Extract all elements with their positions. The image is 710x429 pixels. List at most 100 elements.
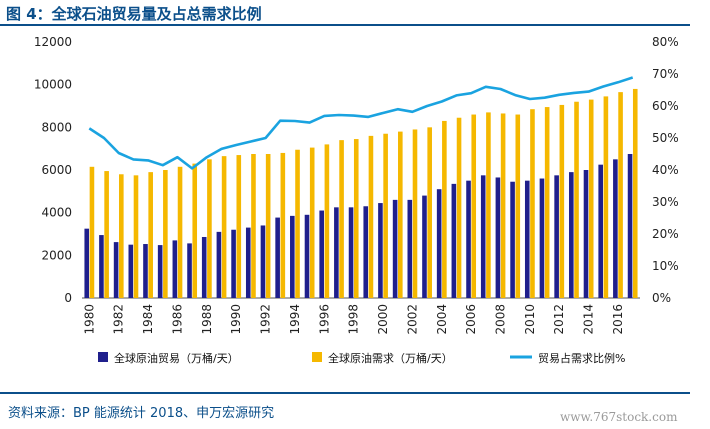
trade-bar bbox=[201, 236, 207, 298]
demand-bar bbox=[119, 174, 124, 298]
x-tick-label: 1990 bbox=[229, 304, 243, 335]
y-left-tick-label: 4000 bbox=[41, 206, 72, 220]
trade-bar bbox=[539, 178, 545, 298]
demand-bar bbox=[133, 175, 139, 298]
demand-bar bbox=[251, 154, 256, 298]
chart-legend: 全球原油贸易（万桶/天） 全球原油需求（万桶/天） 贸易占需求比例% bbox=[98, 351, 625, 365]
y-right-tick-label: 70% bbox=[652, 67, 679, 81]
ratio-line-series bbox=[88, 76, 634, 170]
demand-bar bbox=[427, 127, 432, 298]
trade-bar bbox=[407, 199, 413, 298]
demand-bar bbox=[324, 144, 330, 298]
demand-bar bbox=[236, 155, 242, 298]
demand-bar bbox=[486, 112, 491, 299]
x-tick-label: 2014 bbox=[582, 304, 596, 335]
trade-bar bbox=[290, 215, 295, 298]
trade-bar bbox=[245, 227, 251, 298]
x-tick-label: 1998 bbox=[347, 304, 361, 335]
x-tick-label: 1996 bbox=[317, 304, 331, 335]
trade-bar bbox=[157, 245, 163, 298]
trade-bar bbox=[363, 206, 369, 298]
demand-bar bbox=[295, 149, 300, 298]
demand-bar bbox=[383, 133, 388, 298]
x-tick-label: 2002 bbox=[405, 304, 419, 335]
trade-bar bbox=[143, 244, 148, 298]
y-left-tick-label: 12000 bbox=[34, 35, 72, 49]
x-tick-label: 1994 bbox=[288, 304, 302, 335]
demand-bar bbox=[309, 147, 315, 298]
x-tick-label: 1980 bbox=[82, 304, 96, 335]
demand-bar bbox=[398, 131, 403, 298]
trade-bar bbox=[524, 180, 530, 298]
demand-bar bbox=[515, 114, 521, 299]
trade-bar bbox=[187, 243, 192, 298]
legend-swatch-demand bbox=[312, 352, 322, 362]
trade-bar bbox=[554, 175, 559, 298]
figure-title: 图 4：全球石油贸易量及占总需求比例 bbox=[6, 5, 262, 23]
y-right-tick-label: 50% bbox=[652, 131, 679, 145]
trade-bar bbox=[128, 244, 134, 298]
ratio-line bbox=[88, 76, 634, 170]
y-right-tick-label: 80% bbox=[652, 35, 679, 49]
y-right-tick-label: 20% bbox=[652, 227, 679, 241]
demand-bar bbox=[559, 104, 565, 298]
y-left-tick-label: 8000 bbox=[41, 120, 72, 134]
trade-bar-series bbox=[84, 154, 633, 298]
trade-bar bbox=[319, 210, 324, 298]
trade-bar bbox=[275, 217, 280, 298]
trade-bar bbox=[480, 175, 486, 298]
y-left-tick-label: 2000 bbox=[41, 248, 72, 262]
trade-bar bbox=[422, 195, 427, 298]
demand-bar bbox=[412, 129, 418, 298]
demand-bar bbox=[280, 152, 286, 298]
source-divider bbox=[0, 392, 690, 394]
x-tick-label: 2010 bbox=[523, 304, 537, 335]
demand-bar bbox=[89, 166, 95, 298]
trade-bar bbox=[172, 240, 178, 298]
trade-bar bbox=[304, 214, 310, 298]
x-tick-label: 2016 bbox=[611, 304, 625, 335]
demand-bar bbox=[471, 114, 477, 299]
y-right-tick-label: 30% bbox=[652, 195, 679, 209]
x-tick-label: 2006 bbox=[464, 304, 478, 335]
watermark: www.767stock.com bbox=[560, 410, 678, 424]
demand-bar bbox=[544, 107, 550, 298]
trade-bar bbox=[113, 242, 119, 298]
demand-bar bbox=[221, 156, 227, 298]
y-left-tick-label: 6000 bbox=[41, 163, 72, 177]
trade-bar bbox=[348, 207, 354, 298]
y-right-tick-label: 40% bbox=[652, 163, 679, 177]
trade-bar bbox=[613, 159, 618, 298]
trade-bar bbox=[466, 180, 471, 298]
title-divider bbox=[0, 24, 690, 26]
trade-bar bbox=[84, 228, 90, 298]
trade-bar bbox=[99, 235, 104, 298]
demand-bar bbox=[603, 96, 609, 299]
y-left-tick-label: 10000 bbox=[34, 78, 72, 92]
trade-bar bbox=[378, 203, 383, 298]
chart-axes: 0 2000 4000 6000 8000 10000 12000 0% 10% 20% 30% 40… bbox=[34, 35, 679, 335]
x-tick-label: 2012 bbox=[552, 304, 566, 335]
x-tick-label: 1988 bbox=[200, 304, 214, 335]
trade-bar bbox=[216, 231, 222, 298]
demand-bar bbox=[500, 113, 506, 298]
demand-bar bbox=[353, 139, 359, 298]
demand-bar bbox=[339, 140, 344, 298]
demand-bar bbox=[163, 170, 168, 298]
x-tick-label: 1982 bbox=[112, 304, 126, 335]
x-tick-label: 2000 bbox=[376, 304, 390, 335]
trade-bar bbox=[627, 154, 633, 298]
demand-bar bbox=[632, 88, 638, 298]
demand-bar bbox=[104, 171, 109, 298]
trade-bar bbox=[598, 164, 603, 298]
legend-swatch-trade bbox=[98, 352, 108, 362]
x-tick-label: 2008 bbox=[494, 304, 508, 335]
y-right-tick-label: 10% bbox=[652, 259, 679, 273]
trade-bar bbox=[260, 225, 266, 298]
x-tick-label: 1986 bbox=[170, 304, 184, 335]
demand-bar bbox=[192, 163, 198, 298]
trade-bar bbox=[392, 199, 398, 298]
demand-bar bbox=[588, 99, 594, 298]
x-tick-label: 2004 bbox=[435, 304, 449, 335]
